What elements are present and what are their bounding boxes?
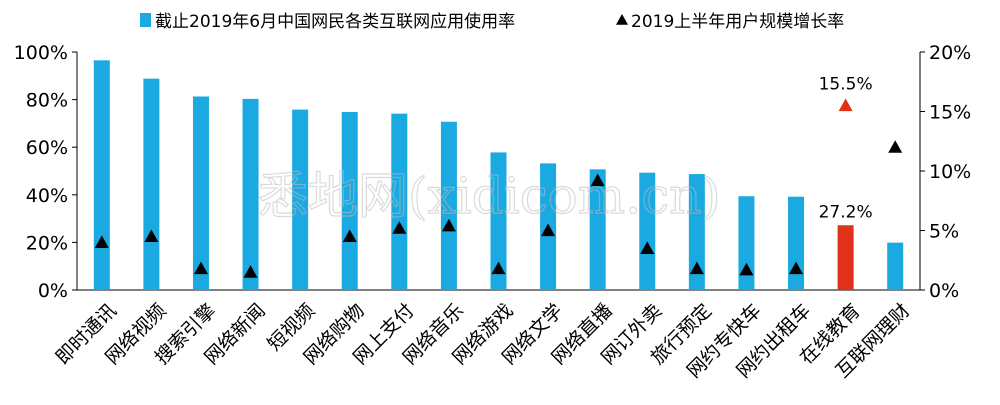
marker	[689, 261, 704, 275]
bar	[192, 96, 209, 290]
bar	[292, 109, 309, 290]
bar	[391, 113, 408, 290]
marker-series	[94, 98, 903, 278]
right-tick-label: 5%	[929, 221, 959, 243]
watermark: 悉地网(xidicom.cn)	[258, 167, 721, 225]
legend-label: 2019上半年用户规模增长率	[631, 12, 844, 32]
left-tick-label: 0%	[38, 280, 68, 302]
right-tick-label: 15%	[929, 102, 971, 124]
bar	[490, 152, 507, 290]
right-axis: 0% 5% 10% 15% 20%	[919, 42, 971, 302]
left-tick-label: 20%	[26, 232, 68, 254]
right-tick-label: 0%	[929, 280, 959, 302]
bar	[738, 196, 755, 290]
left-tick-label: 80%	[26, 90, 68, 112]
left-tick-label: 60%	[26, 137, 68, 159]
legend-label: 截止2019年6月中国网民各类互联网应用使用率	[155, 11, 515, 32]
marker	[838, 98, 853, 112]
bar	[341, 111, 358, 290]
bar-series	[93, 60, 904, 290]
bar	[93, 60, 110, 290]
marker	[342, 229, 357, 243]
legend: 截止2019年6月中国网民各类互联网应用使用率 2019上半年用户规模增长率	[140, 11, 844, 32]
marker	[888, 140, 903, 153]
marker	[789, 261, 804, 275]
marker	[94, 235, 109, 248]
marker	[392, 221, 407, 234]
marker	[144, 229, 159, 243]
bar	[143, 78, 160, 290]
marker	[739, 262, 754, 276]
marker	[193, 261, 208, 275]
growth-data-label: 15.5%	[819, 75, 873, 95]
marker	[541, 223, 556, 237]
marker	[491, 261, 506, 275]
usage-data-label: 27.2%	[819, 202, 873, 222]
left-tick-label: 40%	[26, 185, 68, 207]
legend-marker-swatch	[616, 14, 628, 25]
bar	[639, 172, 656, 290]
left-axis: 0% 20% 40% 60% 80% 100%	[14, 42, 920, 302]
category-labels: 即时通讯网络视频搜索引擎网络新闻短视频网络购物网上支付网络音乐网络游戏网络文学网…	[52, 300, 915, 383]
marker	[640, 241, 655, 254]
bar	[242, 98, 259, 290]
bar	[788, 196, 805, 290]
bar	[440, 121, 457, 290]
bar	[589, 169, 606, 290]
marker	[243, 265, 258, 278]
bar	[887, 242, 904, 290]
marker	[441, 218, 456, 232]
marker	[590, 173, 605, 187]
data-labels: 15.5% 27.2%	[819, 75, 873, 223]
left-tick-label: 100%	[14, 42, 68, 64]
bar	[837, 225, 854, 290]
legend-bar-swatch	[140, 13, 151, 27]
right-tick-label: 10%	[929, 161, 971, 183]
right-tick-label: 20%	[929, 42, 971, 64]
bar	[688, 174, 705, 290]
